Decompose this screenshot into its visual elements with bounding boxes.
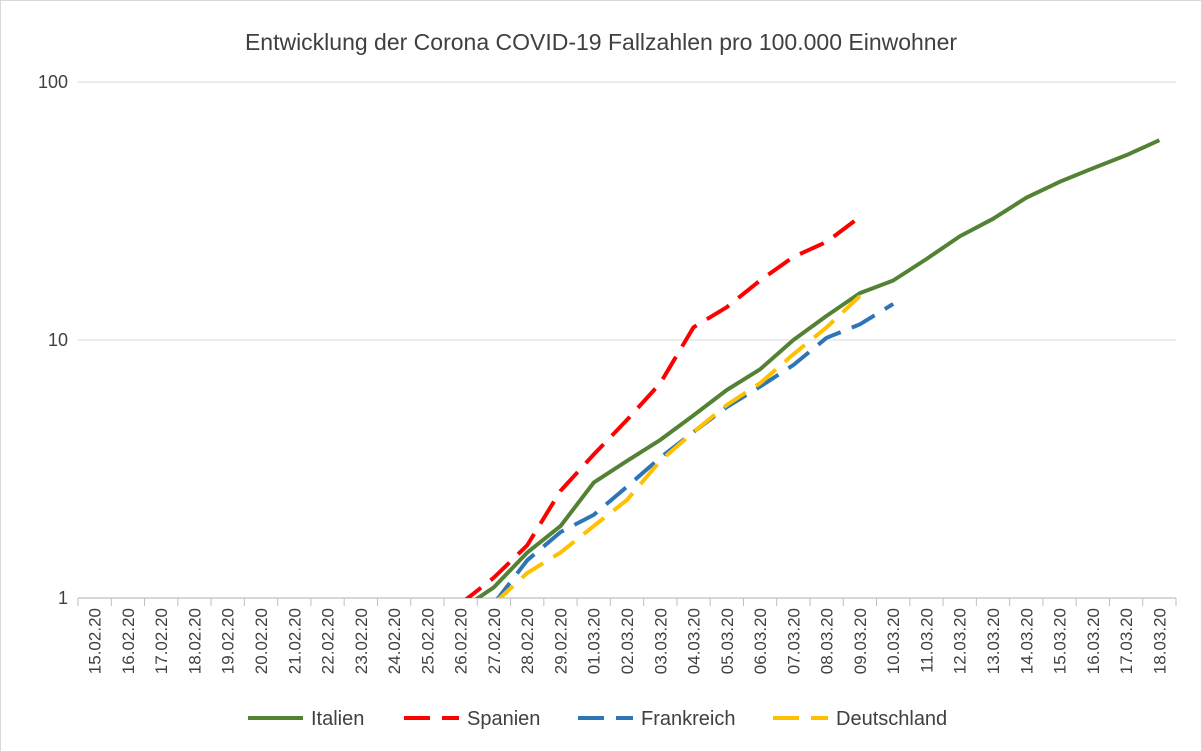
series-line-spanien [464, 215, 862, 598]
gridlines [78, 81, 1176, 599]
x-tick-label: 06.03.20 [751, 608, 770, 674]
x-tick-label: 05.03.20 [718, 608, 737, 674]
x-tick-label: 20.02.20 [252, 608, 271, 674]
legend: Italien Spanien Frankreich Deutschland [248, 708, 947, 730]
axes: 1 10 100 15.02.20 16.02.20 17.02.20 18.02.20 19… [38, 72, 1177, 674]
x-tick-label: 03.03.20 [651, 608, 670, 674]
x-tick-label: 10.03.20 [884, 608, 903, 674]
x-tick-label: 17.02.20 [152, 608, 171, 674]
x-tick-label: 14.03.20 [1017, 608, 1036, 674]
x-tick-label: 12.03.20 [951, 608, 970, 674]
x-tick-label: 08.03.20 [818, 608, 837, 674]
x-tick-label: 18.02.20 [185, 608, 204, 674]
x-tick-label: 02.03.20 [618, 608, 637, 674]
x-tick-label: 22.02.20 [319, 608, 338, 674]
x-tick-label: 07.03.20 [784, 608, 803, 674]
x-tick-label: 25.02.20 [418, 608, 437, 674]
series-lines [464, 138, 1161, 598]
x-tick-label: 23.02.20 [352, 608, 371, 674]
series-line-italien [474, 138, 1161, 598]
legend-label-italien: Italien [311, 708, 364, 730]
series-line-frankreich [495, 302, 895, 598]
x-tick-label: 15.03.20 [1051, 608, 1070, 674]
y-tick-label: 100 [38, 72, 68, 92]
y-tick-label: 1 [58, 588, 68, 608]
legend-label-frankreich: Frankreich [641, 708, 735, 730]
x-tick-label: 27.02.20 [485, 608, 504, 674]
x-tick-label: 16.03.20 [1084, 608, 1103, 674]
x-tick-label: 21.02.20 [285, 608, 304, 674]
x-tick-label: 18.03.20 [1150, 608, 1169, 674]
chart-title: Entwicklung der Corona COVID-19 Fallzahl… [245, 29, 957, 55]
x-tick-label: 24.02.20 [385, 608, 404, 674]
legend-label-deutschland: Deutschland [836, 708, 947, 730]
x-tick-label: 13.03.20 [984, 608, 1003, 674]
x-tick-label: 11.03.20 [917, 608, 936, 673]
x-tick-label: 09.03.20 [851, 608, 870, 674]
x-tick-label: 28.02.20 [518, 608, 537, 674]
legend-label-spanien: Spanien [467, 708, 540, 730]
x-tick-label: 15.02.20 [86, 608, 105, 674]
x-tick-label: 26.02.20 [452, 608, 471, 674]
x-tick-label: 17.03.20 [1117, 608, 1136, 674]
x-tick-label: 16.02.20 [119, 608, 138, 674]
x-tick-label: 01.03.20 [585, 608, 604, 674]
x-tick-label: 04.03.20 [685, 608, 704, 674]
x-tick-label: 29.02.20 [551, 608, 570, 674]
series-line-deutschland [497, 294, 862, 598]
x-tick-label: 19.02.20 [219, 608, 238, 674]
y-tick-label: 10 [48, 330, 68, 350]
